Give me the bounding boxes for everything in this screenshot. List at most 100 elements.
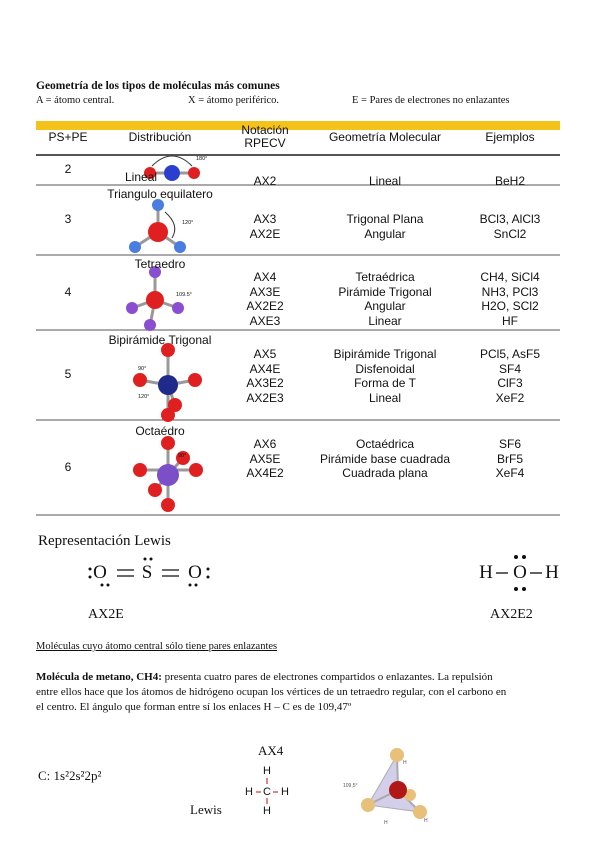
notation: AX3E2 [246, 376, 284, 390]
lewis-atom: H [545, 562, 559, 583]
angle-label: 90° [138, 366, 147, 372]
examples: ClF3 [497, 376, 523, 390]
lewis-atom: H [479, 562, 493, 583]
examples: HF [502, 313, 518, 328]
geometry: Forma de T [354, 376, 416, 390]
examples: SF6 [498, 437, 521, 451]
examples: BeH2 [494, 174, 526, 188]
configuration: C: 1s²2s²2p² [38, 768, 102, 783]
ps-pe: 5 [64, 367, 72, 381]
angle-label: 90° [178, 453, 187, 459]
notation: AX5E [249, 451, 281, 466]
angle-label: 120° [138, 394, 150, 400]
examples: SnCl2 [493, 226, 527, 241]
lewis-notation: AX2E [88, 607, 124, 622]
notation: AX2E3 [246, 390, 284, 405]
ps-pe: 6 [64, 459, 72, 474]
methane-notation: AX4 [258, 743, 284, 758]
examples: PCl5, AsF5 [479, 347, 541, 361]
angle-label: 109.5° [176, 292, 192, 298]
distribution: Bipirámide Trigonal [108, 333, 212, 347]
header-band [36, 121, 560, 130]
examples: BCl3, AlCl3 [479, 212, 541, 226]
legend-item: A = átomo central. [36, 95, 115, 106]
notation: AX4E [249, 361, 281, 376]
notation: AX2E [249, 226, 281, 241]
ps-pe: 4 [64, 284, 72, 299]
ps-pe: 3 [64, 212, 72, 226]
lewis-atom: S [141, 562, 153, 583]
column-header: Ejemplos [485, 130, 535, 144]
examples: NH3, PCl3 [481, 284, 539, 299]
atoms [126, 155, 203, 512]
column-header: Notación RPECV [241, 123, 289, 150]
column-header: PS+PE [48, 130, 88, 144]
lewis-notation: AX2E2 [490, 607, 533, 622]
geometry: Disfenoidal [355, 361, 415, 376]
geometry: Tetraédrica [355, 270, 415, 284]
angle-label: 180° [196, 156, 208, 162]
table-rules [36, 154, 560, 516]
geometry: Angular [364, 299, 406, 313]
lewis-bonds [117, 569, 542, 577]
geometry: Pirámide Trigonal [338, 284, 432, 299]
geometry: Octaédrica [355, 437, 415, 451]
model-label: 109,5° [343, 783, 358, 789]
methane-lead: Molécula de metano, CH4: [36, 671, 162, 683]
notation: AX4 [253, 270, 277, 284]
methane-lewis-atom: C [263, 786, 271, 798]
angle-label: 120° [182, 220, 194, 226]
examples: XeF4 [495, 466, 525, 480]
column-header: Distribución [128, 130, 192, 144]
section-subtitle: Moléculas cuyo átomo central sólo tiene … [36, 641, 278, 652]
methane-model [361, 748, 427, 819]
geometry: Trigonal Plana [346, 212, 424, 226]
model-label: H [424, 818, 428, 824]
geometry: Pirámide base cuadrada [319, 451, 451, 466]
notation: AX3E [249, 284, 281, 299]
examples: SF4 [498, 361, 521, 376]
methane-lewis-atom: H [245, 786, 253, 798]
methane-lewis-atom: H [281, 786, 289, 798]
examples: BrF5 [496, 451, 523, 466]
geometry: Linear [368, 313, 402, 328]
distribution: Lineal [125, 170, 158, 184]
doc-title: Geometría de los tipos de moléculas más … [36, 80, 280, 92]
methane-paragraph: Molécula de metano, CH4: presenta cuatro… [36, 670, 514, 715]
geometry: Angular [364, 226, 406, 241]
examples: H2O, SCl2 [481, 299, 539, 313]
notation: AX6 [253, 437, 277, 451]
methane-lewis-bonds [256, 778, 278, 804]
lewis-dots [88, 555, 526, 591]
distribution: Octaédro [135, 424, 185, 438]
methane-text: presenta cuatro pares de electrones comp… [36, 671, 507, 713]
methane-lewis-atom: H [263, 765, 271, 777]
notation: AX2 [253, 174, 277, 188]
lewis-atom: O [513, 562, 527, 583]
methane-lewis-atom: H [263, 805, 271, 817]
lewis-title: Representación Lewis [38, 533, 171, 549]
legend-item: X = átomo periférico. [188, 95, 280, 106]
model-label: H [403, 760, 407, 766]
lewis-atom: O [93, 562, 107, 583]
distribution: Triangulo equilatero [107, 187, 213, 201]
notation: AXE3 [249, 313, 281, 328]
notation: AX4E2 [246, 466, 284, 480]
notation: AX3 [253, 212, 277, 226]
distribution: Tetraedro [134, 257, 186, 271]
geometry: Lineal [368, 174, 402, 188]
geometry: Lineal [368, 390, 402, 405]
column-header: Geometría Molecular [328, 130, 442, 144]
examples: XeF2 [495, 390, 525, 405]
examples: CH4, SiCl4 [480, 270, 540, 284]
legend-item: E = Pares de electrones no enlazantes [352, 95, 510, 106]
lewis-label: Lewis [190, 802, 222, 817]
geometry: Bipirámide Trigonal [333, 347, 437, 361]
lewis-atom: O [188, 562, 202, 583]
ps-pe: 2 [64, 162, 72, 176]
notation: AX2E2 [246, 299, 284, 313]
geometry: Cuadrada plana [342, 466, 428, 480]
notation: AX5 [253, 347, 277, 361]
